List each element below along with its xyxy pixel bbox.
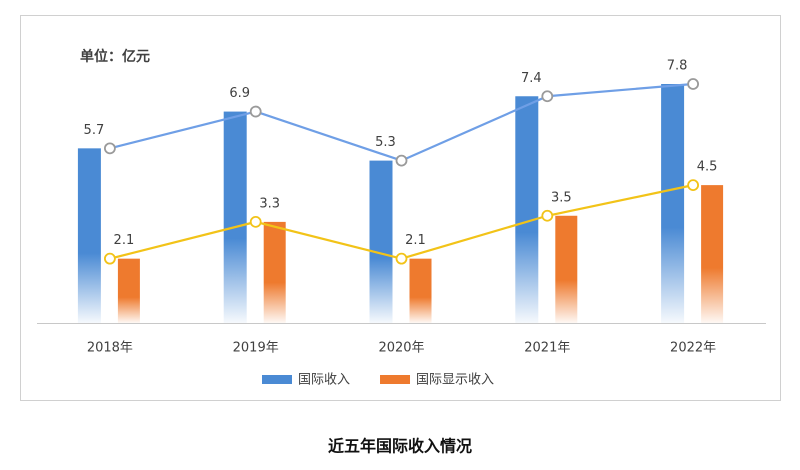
bar xyxy=(77,148,101,323)
bar xyxy=(409,258,432,323)
x-tick-label: 2019年 xyxy=(233,341,279,356)
value-label: 3.3 xyxy=(259,196,280,211)
legend-label: 国际收入 xyxy=(298,373,350,388)
value-label: 5.3 xyxy=(375,135,396,150)
value-label: 3.5 xyxy=(551,190,572,205)
value-label: 7.8 xyxy=(667,59,688,74)
value-label: 7.4 xyxy=(521,71,542,86)
line-marker xyxy=(541,209,554,222)
chart-frame xyxy=(20,15,781,401)
line-marker xyxy=(395,154,408,167)
line-marker xyxy=(249,105,262,118)
caption: 近五年国际收入情况 xyxy=(328,437,472,456)
bar xyxy=(369,160,393,323)
legend-swatch xyxy=(262,375,292,384)
bar xyxy=(515,96,539,323)
x-tick-label: 2018年 xyxy=(87,341,133,356)
bar xyxy=(555,215,578,323)
line-marker xyxy=(249,215,262,228)
line-marker xyxy=(104,252,116,265)
line-marker xyxy=(104,142,116,155)
line-marker xyxy=(687,179,699,192)
value-label: 5.7 xyxy=(84,123,105,138)
x-tick-label: 2022年 xyxy=(670,341,716,356)
x-tick-label: 2020年 xyxy=(378,341,424,356)
legend-swatch xyxy=(380,375,411,384)
unit-label: 单位：亿元 xyxy=(80,48,150,65)
bar xyxy=(223,111,247,323)
value-label: 2.1 xyxy=(405,233,426,248)
bar xyxy=(701,185,724,323)
bar xyxy=(117,258,140,323)
bar xyxy=(263,221,286,323)
legend-label: 国际显示收入 xyxy=(416,373,494,388)
line-marker xyxy=(687,78,699,90)
line-marker xyxy=(395,252,408,265)
line-marker xyxy=(541,90,554,103)
x-tick-label: 2021年 xyxy=(524,341,570,356)
value-label: 6.9 xyxy=(229,86,250,101)
value-label: 4.5 xyxy=(697,160,718,175)
value-label: 2.1 xyxy=(114,233,135,248)
bar xyxy=(661,84,685,323)
